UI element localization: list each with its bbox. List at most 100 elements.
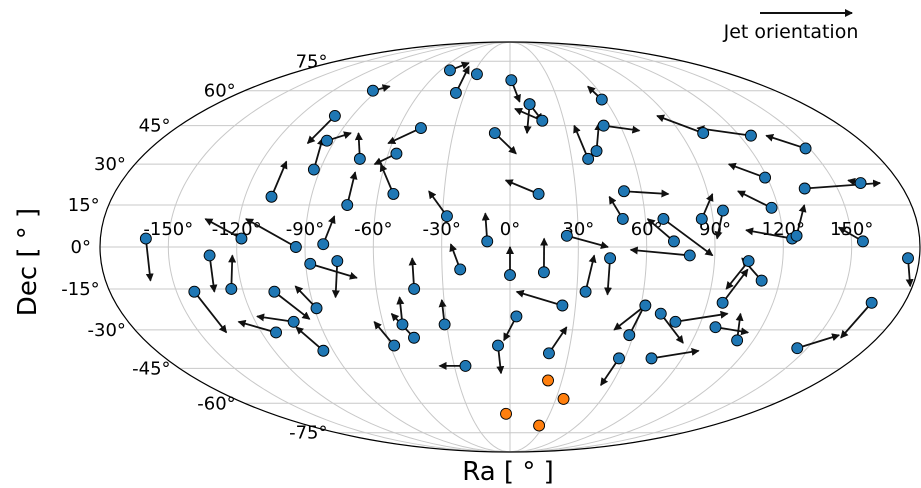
source-point-jet xyxy=(669,315,682,328)
source-point-jet xyxy=(449,86,462,99)
source-point-jet xyxy=(759,171,772,184)
jet-arrow xyxy=(193,291,228,334)
source-point-jet xyxy=(765,201,778,214)
jet-arrow xyxy=(765,133,806,150)
ra-tick-label: 90° xyxy=(699,219,731,240)
jet-arrow xyxy=(256,313,294,323)
source-point-jet xyxy=(139,232,152,245)
jet-arrow xyxy=(660,313,684,344)
jet-arrow xyxy=(727,162,766,179)
source-point-jet xyxy=(616,213,629,225)
dec-tick-label: -15° xyxy=(61,279,99,300)
jet-arrow xyxy=(656,114,704,134)
jet-arrow xyxy=(651,347,700,360)
source-point-jet xyxy=(613,352,625,365)
ra-tick-label: 60° xyxy=(631,219,663,240)
jet-arrow xyxy=(204,218,242,240)
source-point-jet xyxy=(387,188,400,200)
source-point-jet xyxy=(225,283,238,295)
jet-arrow xyxy=(309,262,358,280)
source-point-jet xyxy=(560,229,573,242)
jet-arrow xyxy=(273,291,311,320)
source-point-jet xyxy=(556,299,569,312)
source-point-jet xyxy=(595,93,608,106)
source-point-jet xyxy=(798,182,811,195)
source-point-jet xyxy=(307,163,320,176)
source-point-no-jet xyxy=(542,374,554,387)
source-point-jet xyxy=(582,152,595,165)
source-point-jet xyxy=(790,229,803,242)
source-point-jet xyxy=(639,299,652,312)
dec-tick-labels: 75° 60° 45° 30° 15° 0° -15° -30° -45° -60° -75° xyxy=(61,51,327,443)
jet-arrow xyxy=(745,227,793,240)
source-point-jet xyxy=(396,318,409,331)
source-point-no-jet xyxy=(500,407,512,420)
source-point-jet xyxy=(459,359,472,372)
source-point-jet xyxy=(645,352,658,365)
source-point-jet xyxy=(537,266,550,279)
source-point-jet xyxy=(440,210,453,223)
source-point-jet xyxy=(799,142,812,155)
source-point-jet xyxy=(683,249,696,262)
source-point-jet xyxy=(328,109,341,122)
source-point-jet xyxy=(604,252,617,265)
source-point-jet xyxy=(317,344,330,357)
source-point-jet xyxy=(590,145,603,157)
jet-arrow xyxy=(796,333,841,350)
source-point-jet xyxy=(408,283,421,295)
source-point-jet xyxy=(390,147,403,160)
source-point-jet xyxy=(470,68,483,81)
source-point-jet xyxy=(320,134,333,147)
source-point-jet xyxy=(523,98,536,111)
source-point-jet xyxy=(510,310,523,323)
source-point-jet xyxy=(597,119,610,132)
source-point-jet xyxy=(902,252,914,265)
legend: Jet orientation xyxy=(723,9,859,43)
jet-arrow xyxy=(331,261,340,299)
source-point-jet xyxy=(287,315,300,328)
dec-tick-label: 15° xyxy=(68,195,100,216)
jet-arrow xyxy=(804,179,882,190)
source-point-jet xyxy=(536,114,549,127)
legend-label: Jet orientation xyxy=(723,21,859,43)
dec-tick-label: -75° xyxy=(289,423,327,444)
source-point-jet xyxy=(331,255,344,267)
source-point-jet xyxy=(744,129,757,142)
dec-tick-label: -45° xyxy=(132,358,170,379)
jet-arrow xyxy=(237,319,277,334)
dec-tick-label: 45° xyxy=(139,116,171,137)
source-point-jet xyxy=(235,232,248,245)
dec-tick-label: -30° xyxy=(88,320,126,341)
source-point-jet xyxy=(697,127,710,140)
source-point-jet xyxy=(408,331,420,344)
source-point-jet xyxy=(742,255,755,267)
jet-arrow xyxy=(629,246,690,257)
source-point-jet xyxy=(579,285,592,298)
source-point-jet xyxy=(695,213,708,225)
source-point-jet xyxy=(366,84,379,97)
source-point-jet xyxy=(618,185,630,198)
jet-arrow xyxy=(144,238,154,282)
dec-tick-label: 60° xyxy=(204,81,236,102)
source-point-jet xyxy=(414,122,427,135)
x-axis-label: Ra [ ° ] xyxy=(462,457,554,487)
ra-tick-label: 150° xyxy=(830,219,873,240)
source-point-jet xyxy=(438,318,451,331)
ra-tick-label: -90° xyxy=(286,219,324,240)
ra-tick-label: -60° xyxy=(354,219,392,240)
source-point-jet xyxy=(791,342,804,355)
source-point-jet xyxy=(203,249,216,262)
jet-arrow xyxy=(245,218,297,248)
jet-arrow xyxy=(721,268,749,304)
source-point-jet xyxy=(532,188,545,200)
ra-tick-label: -30° xyxy=(422,219,460,240)
source-point-jet xyxy=(755,274,768,287)
source-point-jet xyxy=(265,190,278,203)
jet-arrow xyxy=(515,289,563,307)
source-point-jet xyxy=(716,296,729,309)
jet-arrow xyxy=(306,115,336,144)
source-point-jet xyxy=(709,321,722,334)
source-point-jet xyxy=(731,334,744,347)
ra-tick-label: 0° xyxy=(500,219,520,240)
